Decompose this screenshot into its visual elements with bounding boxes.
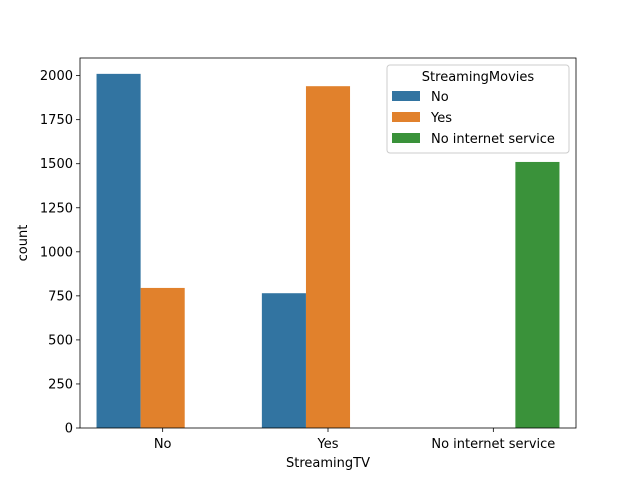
y-tick-label: 250	[48, 377, 73, 392]
bar-no-no	[96, 73, 141, 428]
legend-swatch-no-internet-service	[392, 133, 420, 143]
legend-box	[386, 64, 570, 154]
legend-label-no: No	[431, 90, 449, 105]
y-tick-label: 750	[48, 289, 73, 304]
plot-frame	[79, 57, 577, 429]
legend-label-no-internet-service: No internet service	[431, 132, 555, 147]
legend-items: No Yes No internet service	[392, 90, 555, 147]
bar-yes-no	[261, 293, 306, 428]
y-axis-label: count	[16, 225, 31, 262]
bar-no-yes	[140, 287, 185, 428]
y-tick-label: 1750	[40, 113, 73, 128]
bar-no-internet-service-no-internet-service	[515, 161, 560, 428]
legend-swatch-no	[392, 91, 420, 101]
legend: StreamingMovies No Yes No internet service	[386, 64, 570, 154]
y-tick-label: 0	[65, 422, 73, 437]
y-tick-label: 1000	[40, 245, 73, 260]
x-tick-label: Yes	[317, 437, 339, 452]
legend-title: StreamingMovies	[422, 70, 535, 85]
y-tick-label: 2000	[40, 69, 73, 84]
x-axis-label: StreamingTV	[286, 456, 370, 471]
y-axis: 0 250 500 750 1000 1250 1500 1750 2000	[40, 69, 80, 437]
x-tick-label: No internet service	[431, 437, 555, 452]
legend-label-yes: Yes	[430, 111, 452, 126]
bar-yes-yes	[305, 86, 351, 428]
x-axis: No Yes No internet service	[154, 428, 555, 452]
y-tick-label: 1500	[40, 157, 73, 172]
y-tick-label: 500	[48, 333, 73, 348]
x-tick-label: No	[154, 437, 172, 452]
bars-group	[96, 73, 560, 428]
y-tick-label: 1250	[40, 201, 73, 216]
legend-swatch-yes	[392, 112, 420, 122]
